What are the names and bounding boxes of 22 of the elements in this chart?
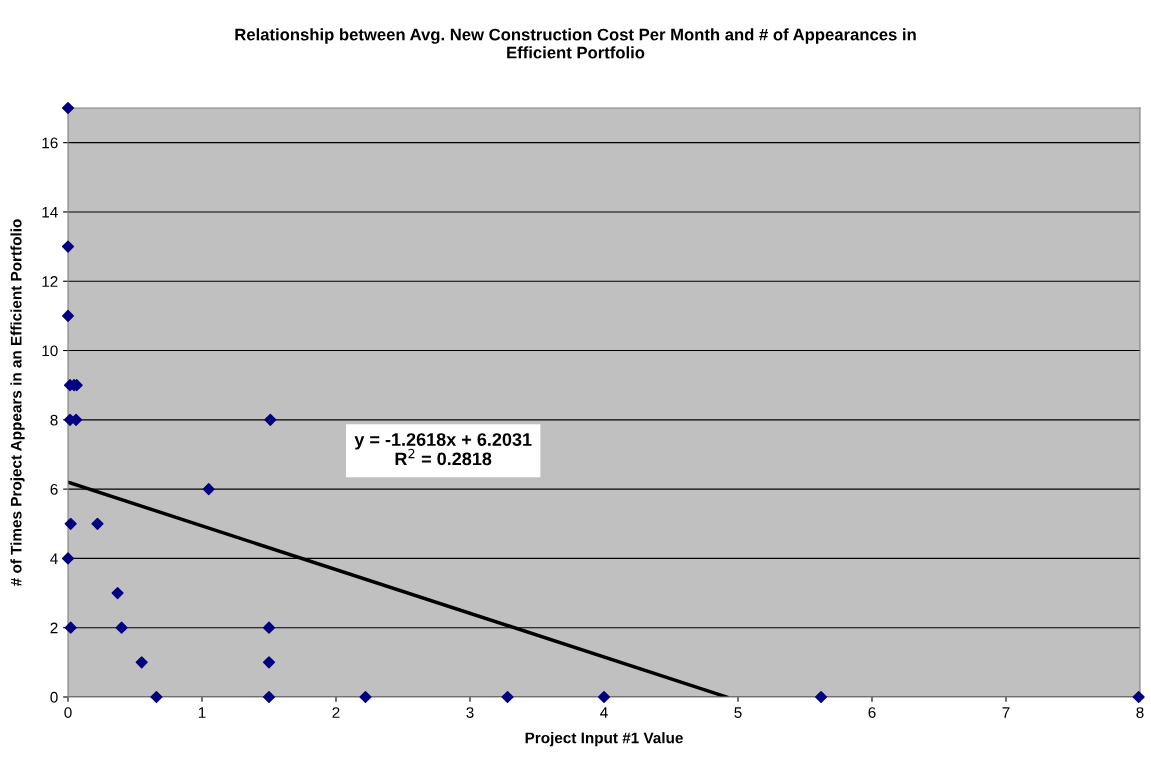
x-tick-label: 4 (600, 707, 608, 718)
x-tick-label: 8 (1136, 707, 1144, 718)
y-tick-label: 4 (50, 553, 58, 564)
x-tick-label: 2 (332, 707, 340, 718)
x-tick-label: 6 (868, 707, 876, 718)
chart-title: Relationship between Avg. New Construction Cost Per Month and # of Appearances in Efficient Portfolio (235, 28, 916, 59)
y-tick-label: 2 (50, 622, 58, 634)
x-tick-label: 1 (198, 707, 206, 718)
x-axis-title: Project Input #1 Value (525, 732, 683, 747)
y-tick-label: 8 (50, 414, 58, 426)
y-tick-label: 14 (42, 206, 58, 218)
y-tick-label: 16 (42, 137, 58, 149)
y-tick-label: 12 (42, 276, 58, 287)
x-tick-label: 7 (1002, 707, 1010, 718)
x-tick-label: 0 (64, 707, 72, 718)
annotation: y = -1.2618x + 6.2031 R$^{2}$ = 0.2818 (354, 433, 532, 466)
x-tick-label: 3 (466, 707, 474, 718)
y-tick-label: 10 (42, 345, 58, 357)
y-tick-label: 0 (50, 691, 58, 703)
y-axis-title: # of Times Project Appears in an Efficient Portfolio (10, 219, 25, 587)
y-tick-label: 6 (50, 483, 58, 495)
x-tick-label: 5 (734, 707, 742, 718)
